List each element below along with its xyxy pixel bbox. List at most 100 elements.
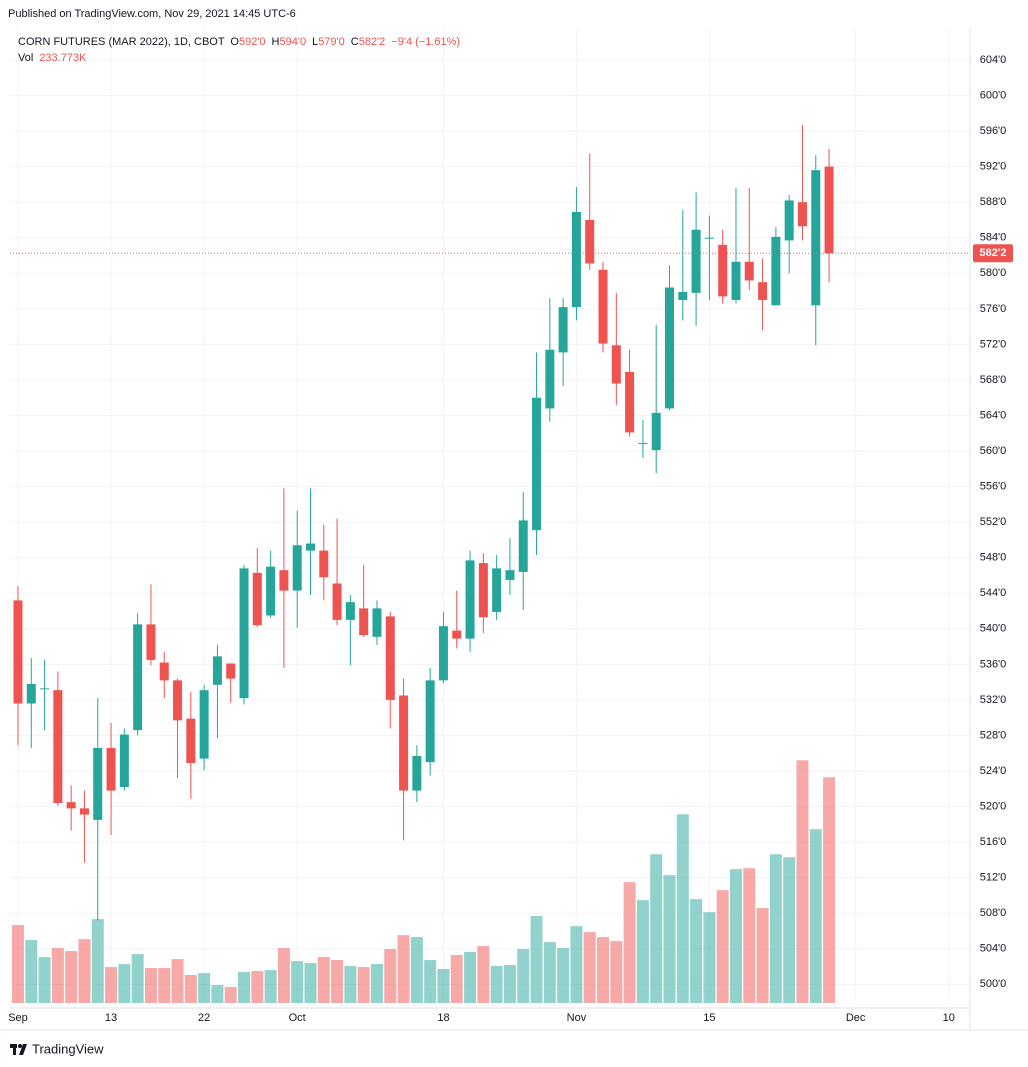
y-tick-label: 560'0 bbox=[980, 445, 1007, 457]
candle-body bbox=[199, 690, 209, 759]
legend-value: 579'0 bbox=[318, 36, 345, 48]
y-tick-label: 504'0 bbox=[980, 943, 1007, 955]
last-price-box bbox=[973, 244, 1013, 263]
candle-body bbox=[452, 630, 462, 639]
volume-bar bbox=[144, 968, 157, 1003]
volume-bar bbox=[397, 935, 410, 1003]
volume-bar bbox=[437, 969, 450, 1003]
candle-body bbox=[704, 237, 714, 239]
volume-bar bbox=[410, 937, 423, 1003]
volume-bar bbox=[796, 760, 809, 1003]
candle-body bbox=[665, 287, 675, 409]
last-price-label: 582'2 bbox=[979, 247, 1006, 259]
volume-bar bbox=[78, 939, 91, 1003]
candle-body bbox=[292, 545, 302, 591]
volume-bar bbox=[729, 869, 742, 1003]
candle-body bbox=[478, 563, 488, 618]
candle-body bbox=[319, 550, 329, 578]
candle-body bbox=[811, 170, 821, 306]
volume-bar bbox=[105, 967, 118, 1003]
volume-bar bbox=[464, 952, 477, 1003]
y-tick-label: 592'0 bbox=[980, 161, 1007, 173]
y-tick-label: 516'0 bbox=[980, 836, 1007, 848]
y-tick-label: 528'0 bbox=[980, 729, 1007, 741]
volume-key: Vol bbox=[18, 52, 33, 64]
y-tick-label: 564'0 bbox=[980, 409, 1007, 421]
y-tick-label: 536'0 bbox=[980, 658, 1007, 670]
candle-body bbox=[399, 695, 409, 791]
candle-body bbox=[412, 755, 422, 791]
x-tick-label: 13 bbox=[105, 1012, 117, 1024]
y-tick-label: 588'0 bbox=[980, 196, 1007, 208]
y-tick-label: 580'0 bbox=[980, 267, 1007, 279]
candle-body bbox=[678, 291, 688, 300]
candle-body bbox=[186, 718, 196, 764]
y-tick-label: 500'0 bbox=[980, 978, 1007, 990]
y-tick-label: 576'0 bbox=[980, 303, 1007, 315]
x-tick-label: Dec bbox=[846, 1012, 866, 1024]
volume-bar bbox=[650, 854, 663, 1003]
logo bbox=[10, 1044, 27, 1055]
candle-body bbox=[159, 662, 169, 681]
y-tick-label: 600'0 bbox=[980, 89, 1007, 101]
y-tick-label: 512'0 bbox=[980, 872, 1007, 884]
volume-bar bbox=[370, 964, 383, 1003]
x-tick-label: 22 bbox=[198, 1012, 210, 1024]
candle-body bbox=[771, 236, 781, 306]
y-tick-label: 524'0 bbox=[980, 765, 1007, 777]
y-tick-label: 508'0 bbox=[980, 907, 1007, 919]
candle-body bbox=[784, 200, 794, 241]
candle-body bbox=[824, 166, 834, 254]
candle-body bbox=[13, 600, 23, 704]
volume-bar bbox=[38, 957, 51, 1003]
candle-body bbox=[638, 443, 648, 445]
x-tick-label: 18 bbox=[437, 1012, 449, 1024]
volume-bar bbox=[198, 973, 211, 1003]
volume-bar bbox=[769, 854, 782, 1003]
candle-body bbox=[305, 543, 315, 551]
volume-bar bbox=[11, 925, 24, 1003]
candle-body bbox=[252, 572, 262, 626]
published-note: Published on TradingView.com, Nov 29, 20… bbox=[8, 8, 296, 20]
legend-key: L bbox=[312, 36, 318, 48]
y-tick-label: 552'0 bbox=[980, 516, 1007, 528]
candle-body bbox=[93, 747, 103, 820]
candle-body bbox=[438, 626, 448, 681]
candle-body bbox=[492, 568, 502, 612]
candle-body bbox=[66, 802, 76, 809]
volume-bar bbox=[424, 960, 437, 1003]
volume-bar bbox=[703, 912, 716, 1003]
candle-body bbox=[758, 282, 768, 300]
volume-bar bbox=[570, 926, 583, 1003]
legend-key: C bbox=[351, 36, 359, 48]
volume-bar bbox=[344, 966, 357, 1003]
volume-bar bbox=[304, 963, 317, 1003]
candle-body bbox=[146, 624, 156, 660]
volume-bar bbox=[743, 868, 756, 1003]
candle-body bbox=[691, 229, 701, 293]
volume-legend: Vol 233.773K bbox=[18, 52, 87, 64]
volume-bar bbox=[51, 948, 64, 1003]
volume-bar bbox=[25, 940, 38, 1003]
candle-body bbox=[598, 269, 608, 344]
candle-body bbox=[465, 560, 475, 639]
volume-bar bbox=[690, 899, 703, 1003]
candle-body bbox=[532, 397, 542, 531]
y-tick-label: 544'0 bbox=[980, 587, 1007, 599]
y-tick-label: 556'0 bbox=[980, 481, 1007, 493]
candle-body bbox=[345, 602, 355, 620]
y-tick-label: 596'0 bbox=[980, 125, 1007, 137]
volume-bar bbox=[636, 900, 649, 1003]
x-tick-label: Sep bbox=[8, 1012, 28, 1024]
candle-body bbox=[625, 371, 635, 433]
candle-body bbox=[173, 680, 183, 721]
volume-bar bbox=[184, 975, 197, 1003]
candle-body bbox=[718, 244, 728, 297]
candle-body bbox=[239, 568, 249, 699]
y-tick-label: 572'0 bbox=[980, 338, 1007, 350]
legend-value: 582'2 bbox=[359, 36, 386, 48]
volume-bar bbox=[490, 966, 503, 1003]
candle-body bbox=[518, 520, 528, 572]
volume-bar bbox=[716, 890, 729, 1003]
